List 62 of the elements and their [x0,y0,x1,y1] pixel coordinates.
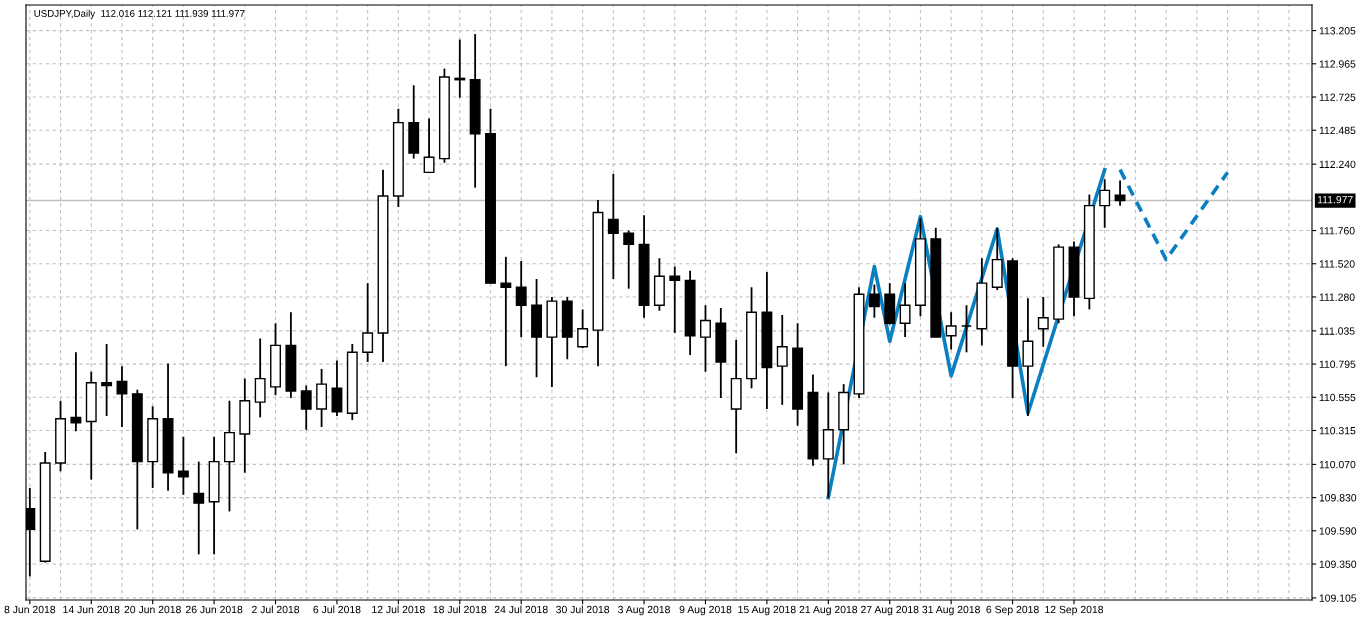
candlestick [500,255,512,368]
x-tick-label: 6 Jul 2018 [313,605,361,614]
x-tick-label: 26 Jun 2018 [185,605,243,614]
candlestick [331,359,343,417]
y-tick-label: 111.520 [1319,260,1355,268]
candlestick [116,365,128,428]
x-tick-label: 20 Jun 2018 [124,605,181,614]
candlestick [945,311,957,351]
y-tick-label: 109.105 [1319,594,1357,602]
candlestick [577,308,589,350]
y-tick-label: 110.070 [1319,460,1356,469]
candlestick [776,314,788,406]
x-tick-label: 21 Aug 2018 [799,605,858,616]
candlestick [193,460,205,556]
x-tick-label: 12 Jul 2018 [372,605,425,614]
candlestick [1099,178,1111,229]
y-tick-label: 109.590 [1319,527,1357,535]
x-tick-label: 30 Jul 2018 [556,605,610,614]
x-tick-label: 15 Aug 2018 [738,605,796,616]
y-tick-label: 112.240 [1319,160,1356,168]
y-tick-label: 110.555 [1319,393,1356,402]
x-tick-label: 2 Jul 2018 [252,605,300,614]
x-tick-label: 12 Sep 2018 [1045,605,1104,616]
y-tick-label: 112.965 [1319,60,1356,68]
x-tick-label: 24 Jul 2018 [494,605,548,614]
ref-line-label: 111.977 [1317,195,1353,204]
candlestick [362,282,374,363]
candlestick [1114,179,1126,207]
x-tick-label: 9 Aug 2018 [679,605,732,616]
candlestick [177,435,189,496]
x-tick-label: 31 Aug 2018 [922,605,980,616]
x-tick-label: 18 Jul 2018 [433,605,487,614]
chart-title: USDJPY,Daily 112.016 112.121 111.939 111.977 [34,9,245,19]
candlestick [700,304,711,373]
candlestick [899,282,911,338]
x-tick-label: 27 Aug 2018 [861,605,919,616]
candlestick [515,260,527,338]
candlestick [607,172,619,280]
candlestick [1037,296,1049,348]
candlestick [101,343,113,417]
y-tick-label: 109.830 [1319,494,1357,502]
candlestick [669,265,681,334]
y-tick-label: 112.725 [1319,93,1356,101]
x-tick-label: 6 Sep 2018 [986,605,1039,616]
y-tick-label: 109.350 [1319,560,1357,568]
y-tick-label: 111.035 [1319,327,1355,335]
candlestick [423,117,435,174]
y-tick-label: 111.280 [1319,293,1355,301]
x-tick-label: 3 Aug 2018 [618,605,670,616]
y-tick-label: 111.760 [1319,227,1355,235]
y-tick-label: 110.315 [1319,426,1356,435]
candlestick [254,337,266,419]
y-tick-label: 113.205 [1319,27,1356,35]
y-tick-label: 112.485 [1319,126,1356,135]
x-tick-label: 8 Jun 2018 [4,605,56,614]
y-tick-label: 110.795 [1319,360,1356,368]
candlestick [868,283,880,319]
candlestick [300,384,312,431]
candlestick [961,304,972,354]
candlestick [623,229,635,290]
x-tick-label: 14 Jun 2018 [63,605,120,614]
candlestick [70,351,82,433]
